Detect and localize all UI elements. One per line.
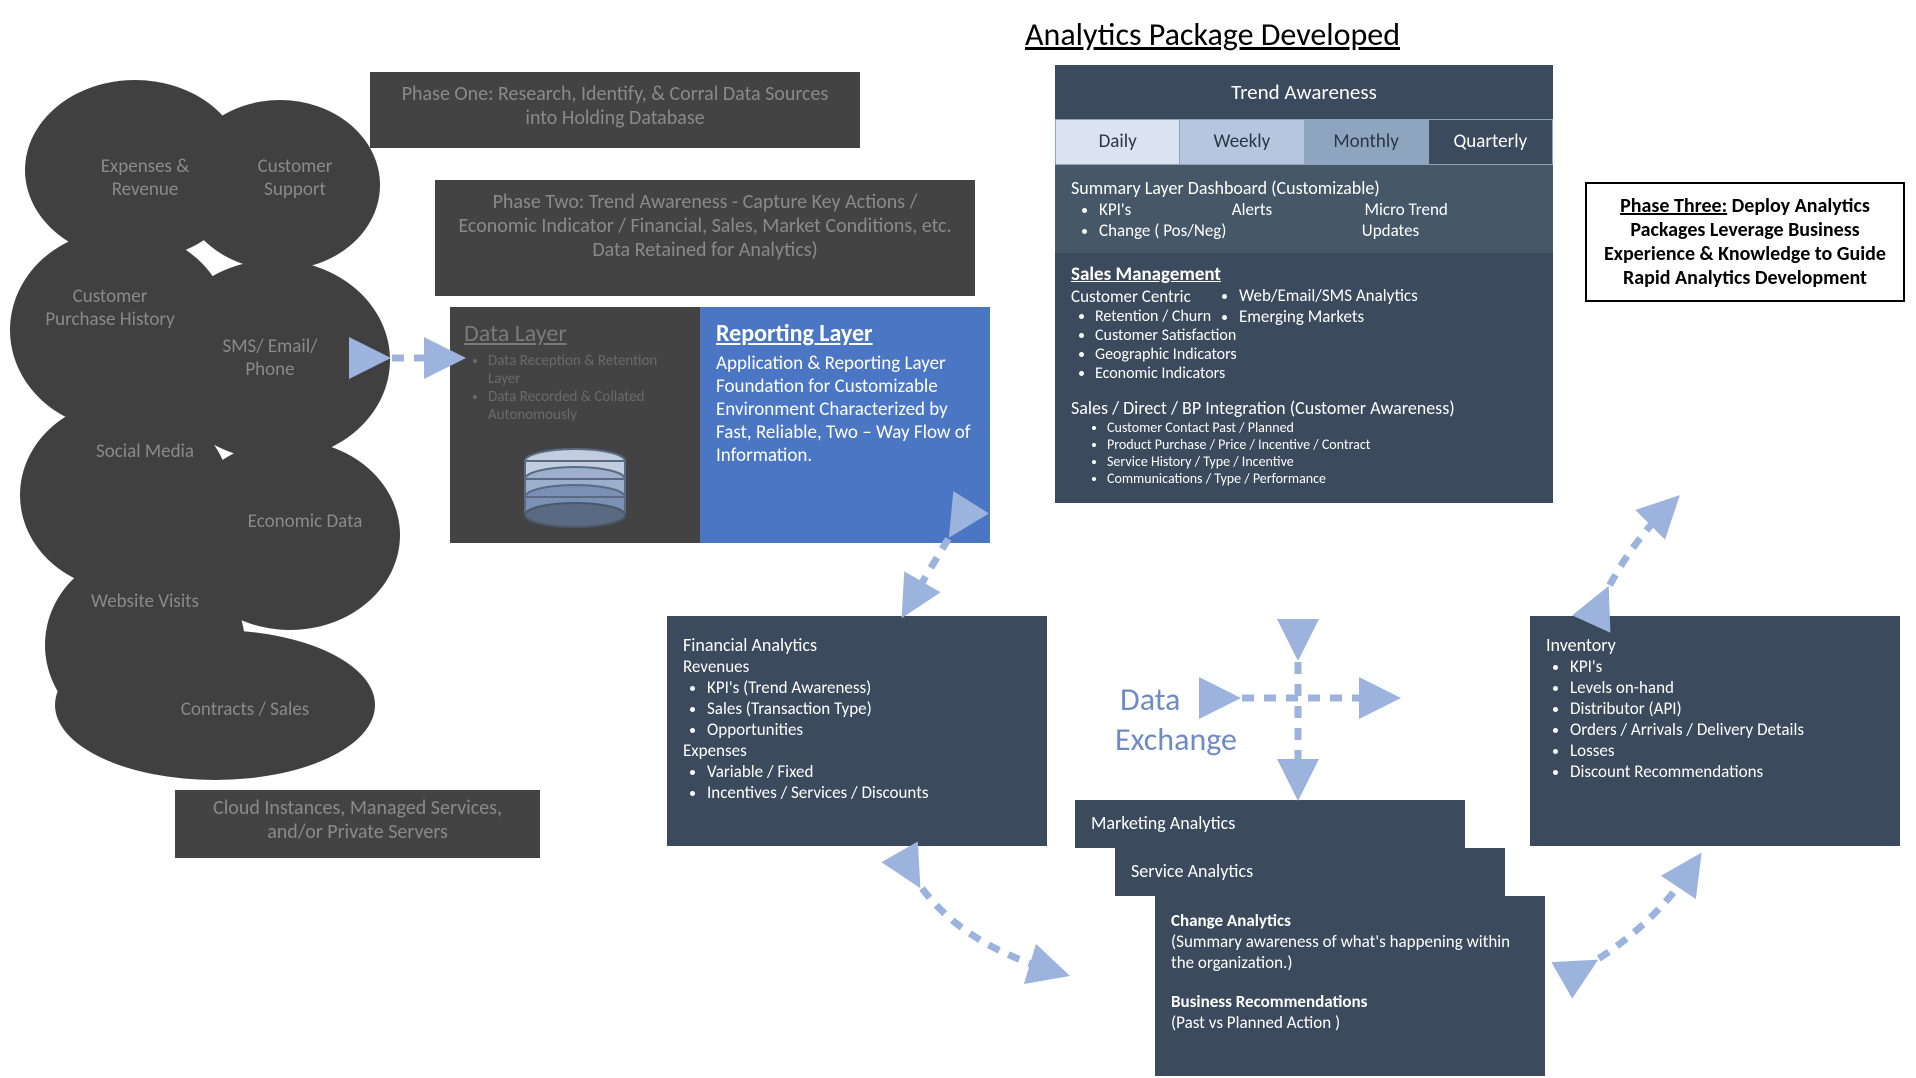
data-layer-box: Data Layer Data Reception & Retention La…: [450, 307, 700, 543]
tab-daily[interactable]: Daily: [1056, 120, 1180, 164]
reporting-layer-title: Reporting Layer: [716, 319, 974, 348]
inv-bullet: Distributor (API): [1570, 698, 1884, 719]
reporting-layer-body: Application & Reporting Layer Foundation…: [716, 352, 974, 467]
tab-monthly[interactable]: Monthly: [1305, 120, 1429, 164]
right-bullet: Web/Email/SMS Analytics: [1239, 285, 1418, 306]
inventory-title: Inventory: [1546, 634, 1884, 656]
data-exchange-l2: Exchange: [1115, 720, 1237, 759]
trend-title: Trend Awareness: [1055, 65, 1553, 119]
service-box: Service Analytics: [1115, 848, 1505, 896]
cloud-item: Website Visits: [90, 590, 200, 613]
cc-bullet: Customer Satisfaction: [1095, 326, 1537, 345]
inv-bullet: Orders / Arrivals / Delivery Details: [1570, 719, 1884, 740]
revenues-label: Revenues: [683, 656, 1031, 677]
cloud-caption: Cloud Instances, Managed Services, and/o…: [175, 790, 540, 858]
br-title: Business Recommendations: [1171, 991, 1529, 1012]
data-exchange-l1: Data: [1120, 680, 1180, 719]
cloud-item: Customer Purchase History: [45, 285, 175, 331]
reporting-layer-box: Reporting Layer Application & Reporting …: [700, 307, 990, 543]
change-title: Change Analytics: [1171, 910, 1529, 931]
bp-bullet: Customer Contact Past / Planned: [1107, 419, 1537, 436]
layers-container: Data Layer Data Reception & Retention La…: [450, 307, 990, 543]
cloud-item: SMS/ Email/ Phone: [205, 335, 335, 381]
exp-bullet: Variable / Fixed: [707, 761, 1031, 782]
expenses-label: Expenses: [683, 740, 1031, 761]
sales-mgmt-title: Sales Management: [1071, 263, 1537, 286]
inv-bullet: KPI's: [1570, 656, 1884, 677]
cloud-item: Social Media: [95, 440, 195, 463]
bp-bullet: Product Purchase / Price / Incentive / C…: [1107, 436, 1537, 453]
bp-title: Sales / Direct / BP Integration (Custome…: [1071, 397, 1537, 419]
trend-tabs: Daily Weekly Monthly Quarterly: [1055, 119, 1553, 165]
tab-quarterly[interactable]: Quarterly: [1429, 120, 1552, 164]
exp-bullet: Incentives / Services / Discounts: [707, 782, 1031, 803]
bp-bullet: Communications / Type / Performance: [1107, 470, 1537, 487]
br-body: (Past vs Planned Action ): [1171, 1012, 1529, 1033]
bp-bullet: Service History / Type / Incentive: [1107, 453, 1537, 470]
rev-bullet: Opportunities: [707, 719, 1031, 740]
change-box: Change Analytics (Summary awareness of w…: [1155, 896, 1545, 1076]
inv-bullet: Losses: [1570, 740, 1884, 761]
cloud-item: Expenses & Revenue: [80, 155, 210, 201]
cloud-item: Economic Data: [245, 510, 365, 533]
inv-bullet: Discount Recommendations: [1570, 761, 1884, 782]
tab-weekly[interactable]: Weekly: [1180, 120, 1304, 164]
trend-awareness-box: Trend Awareness Daily Weekly Monthly Qua…: [1055, 65, 1553, 503]
marketing-box: Marketing Analytics: [1075, 800, 1465, 848]
cc-bullet: Economic Indicators: [1095, 364, 1537, 383]
page-title: Analytics Package Developed: [1025, 15, 1400, 54]
change-body: (Summary awareness of what's happening w…: [1171, 931, 1529, 973]
summary-change: Change ( Pos/Neg): [1099, 220, 1362, 241]
right-bullet: Emerging Markets: [1239, 306, 1418, 327]
inv-bullet: Levels on-hand: [1570, 677, 1884, 698]
data-layer-bullet: Data Reception & Retention Layer: [488, 352, 686, 388]
phase-one-box: Phase One: Research, Identify, & Corral …: [370, 72, 860, 148]
phase-three-label: Phase Three:: [1620, 194, 1727, 218]
cloud-item: Customer Support: [235, 155, 355, 201]
data-layer-bullet: Data Recorded & Collated Autonomously: [488, 388, 686, 424]
data-layer-title: Data Layer: [464, 319, 686, 348]
summary-updates: Updates: [1362, 220, 1537, 241]
rev-bullet: KPI's (Trend Awareness): [707, 677, 1031, 698]
database-icon: [520, 447, 630, 533]
cloud-item: Contracts / Sales: [145, 698, 345, 721]
trend-body: Sales Management Customer Centric Retent…: [1055, 253, 1553, 503]
inventory-box: Inventory KPI's Levels on-hand Distribut…: [1530, 616, 1900, 846]
phase-three-box: Phase Three: Deploy Analytics Packages L…: [1585, 182, 1905, 302]
financial-box: Financial Analytics Revenues KPI's (Tren…: [667, 616, 1047, 846]
rev-bullet: Sales (Transaction Type): [707, 698, 1031, 719]
summary-alerts: Alerts: [1232, 199, 1365, 220]
summary-title: Summary Layer Dashboard (Customizable): [1071, 177, 1537, 199]
summary-dashboard: Summary Layer Dashboard (Customizable) K…: [1055, 165, 1553, 253]
financial-title: Financial Analytics: [683, 634, 1031, 656]
cc-bullet: Geographic Indicators: [1095, 345, 1537, 364]
summary-micro: Micro Trend: [1364, 199, 1537, 220]
summary-kpi: KPI's: [1099, 199, 1232, 220]
phase-two-box: Phase Two: Trend Awareness - Capture Key…: [435, 180, 975, 296]
